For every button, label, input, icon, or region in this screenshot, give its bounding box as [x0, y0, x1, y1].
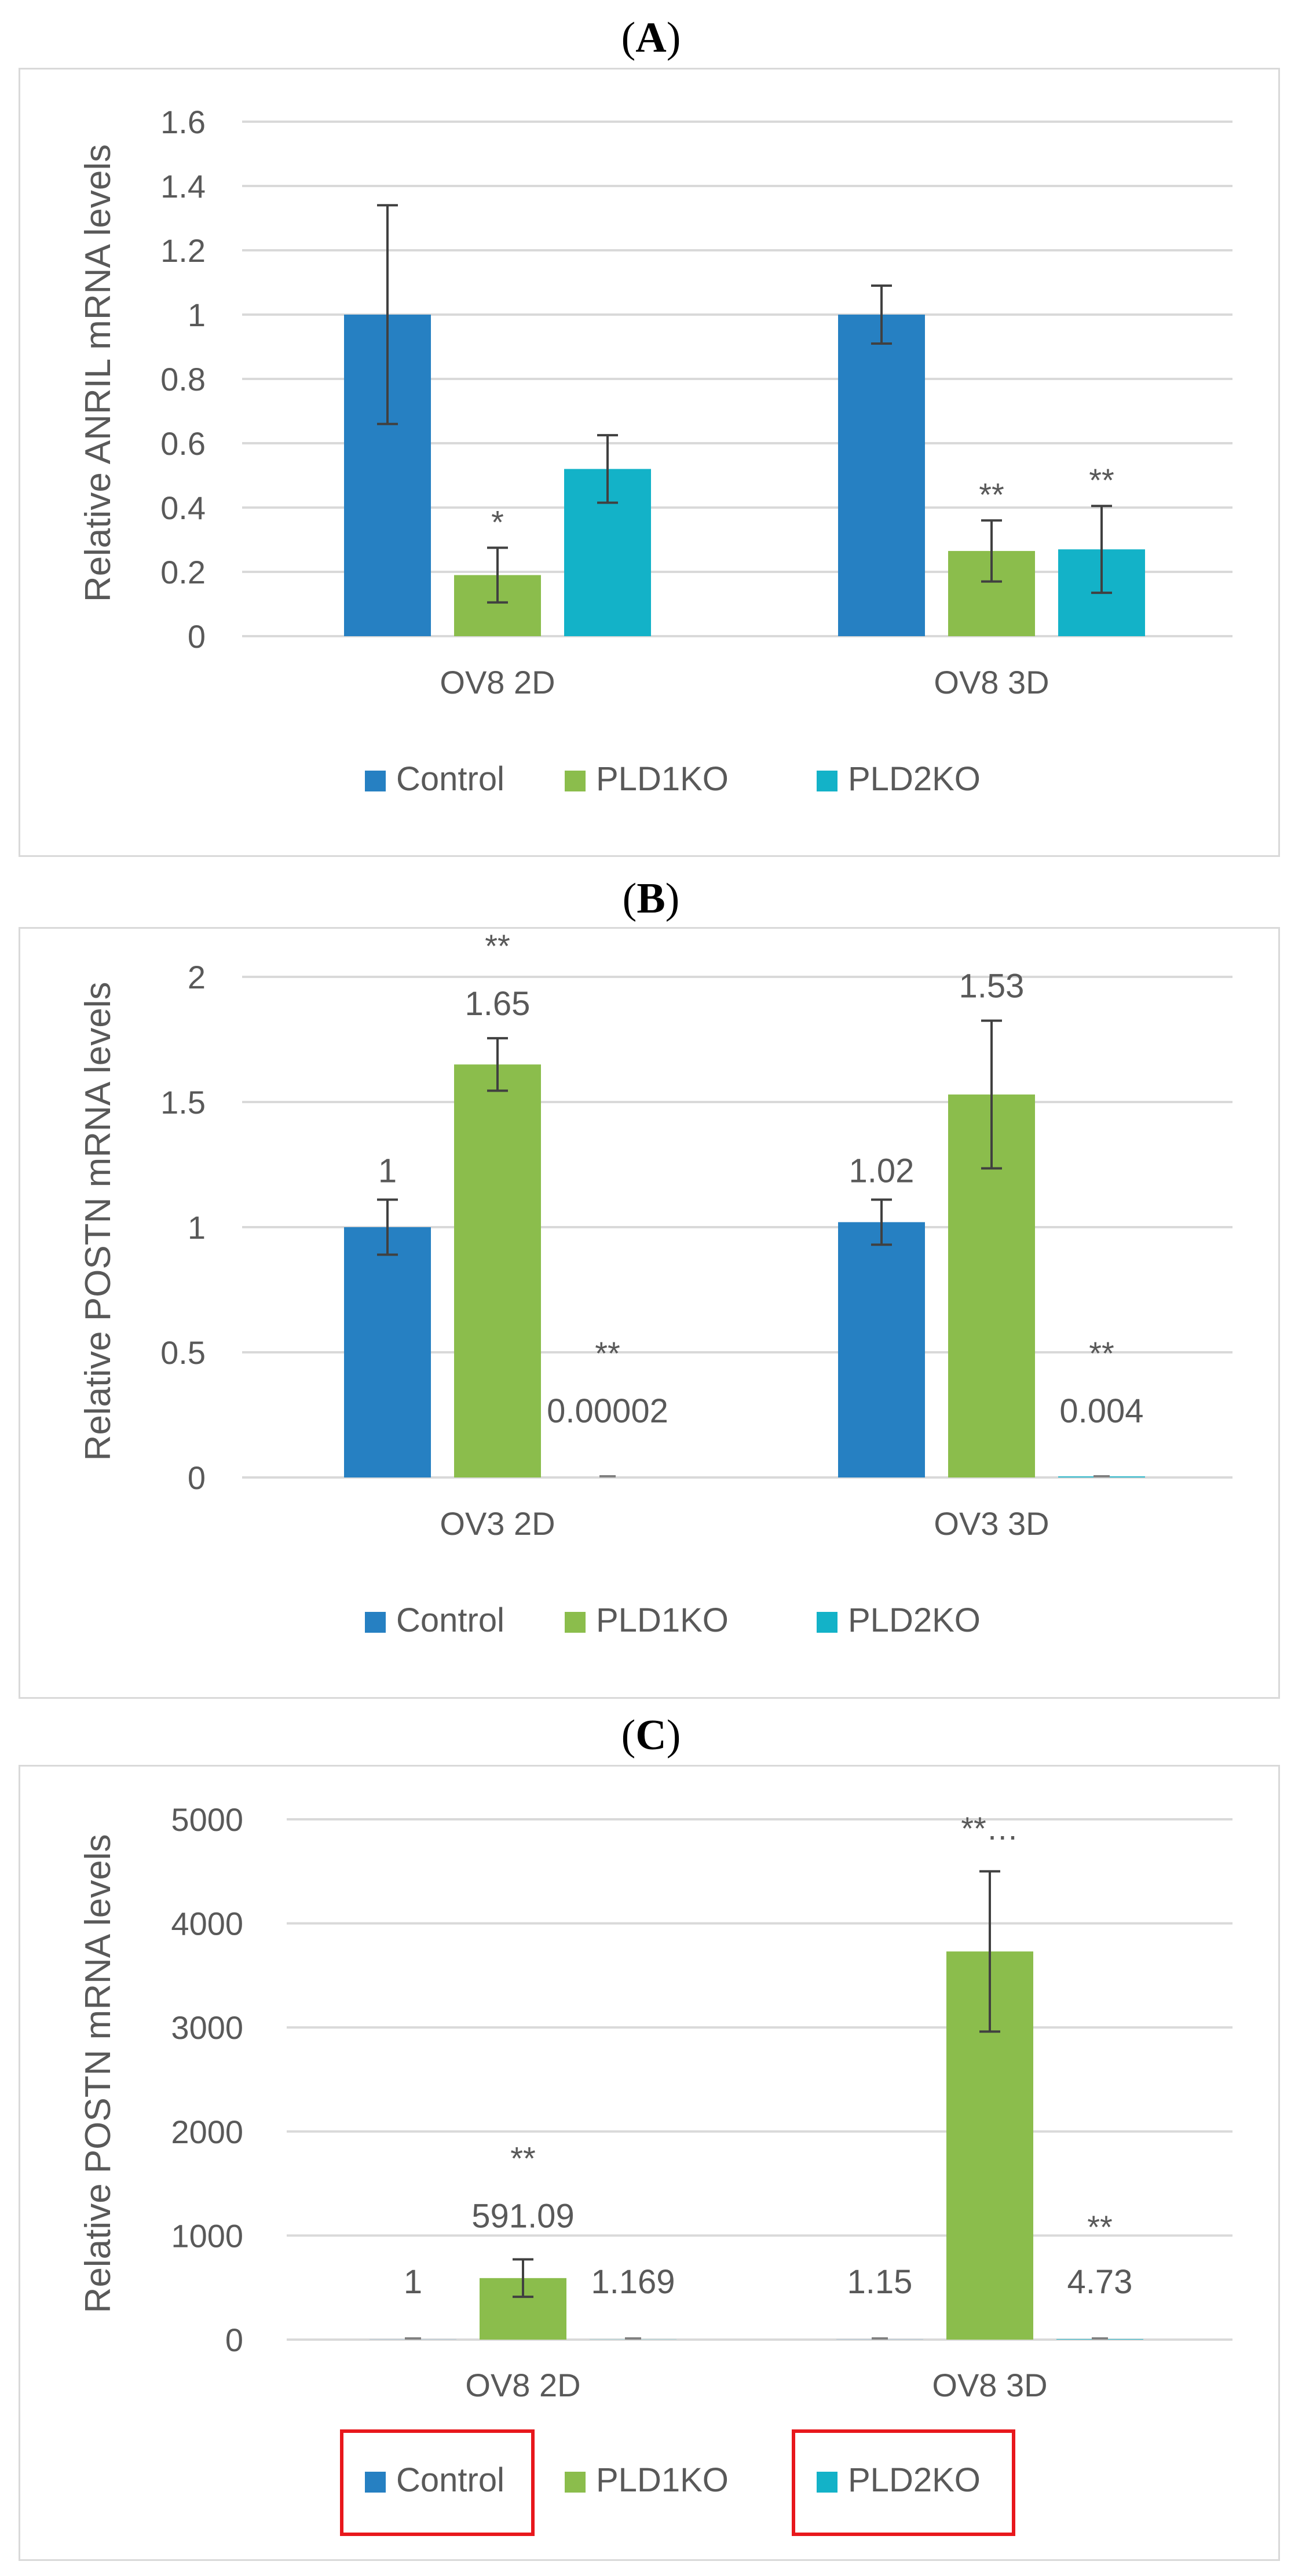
y-axis-label: Relative POSTN mRNA levels	[78, 982, 118, 1461]
x-tick-label: OV3 2D	[440, 1505, 555, 1542]
y-tick-label: 1000	[171, 2217, 243, 2254]
y-tick-label: 0	[188, 1460, 206, 1496]
y-tick-label: 0.6	[160, 425, 206, 462]
significance-marker: **	[1089, 1335, 1114, 1371]
y-tick-label: 0	[225, 2322, 243, 2358]
legend-swatch	[565, 771, 586, 791]
data-label: 1.169	[591, 2263, 675, 2301]
legend-label: Control	[396, 760, 504, 798]
y-tick-label: 4000	[171, 1906, 243, 1942]
legend-label: PLD1KO	[596, 2461, 729, 2499]
legend-label: PLD2KO	[848, 2461, 981, 2499]
legend-swatch	[565, 2472, 586, 2493]
y-tick-label: 0	[188, 618, 206, 655]
bar-b	[344, 1227, 431, 1477]
y-tick-label: 3000	[171, 2009, 243, 2046]
significance-marker: *	[491, 503, 504, 540]
y-tick-label: 0.2	[160, 554, 206, 590]
data-label: 1.15	[847, 2263, 913, 2301]
legend-label: PLD1KO	[596, 760, 729, 798]
significance-marker: **	[485, 928, 510, 964]
legend-swatch	[817, 2472, 837, 2493]
y-tick-label: 1.2	[160, 232, 206, 269]
legend-swatch	[817, 771, 837, 791]
legend-label: PLD2KO	[848, 760, 981, 798]
y-tick-label: 5000	[171, 1801, 243, 1838]
chart-panel-a: 0 0.2 0.4 0.6 0.8 1 1.2 1.4 1.6 Relative ANRIL mR…	[78, 104, 1232, 798]
legend-swatch	[565, 1612, 586, 1633]
significance-marker: **	[510, 2140, 536, 2177]
significance-marker: **	[595, 1335, 620, 1371]
significance-marker: **	[1087, 2209, 1113, 2245]
x-tick-label: OV8 3D	[934, 664, 1049, 700]
panel-b-frame	[19, 927, 1280, 1699]
data-label: 4.73	[1067, 2263, 1133, 2301]
legend-swatch	[365, 2472, 386, 2493]
y-tick-label: 1	[188, 1209, 206, 1246]
legend-label: PLD2KO	[848, 1601, 981, 1639]
legend-highlight-box	[340, 2429, 535, 2536]
significance-marker: **	[1089, 462, 1114, 498]
panel-c-frame	[19, 1765, 1280, 2561]
panel-a-title: (A)	[621, 14, 681, 61]
y-tick-label: 1.5	[160, 1084, 206, 1121]
y-axis-label: Relative POSTN mRNA levels	[78, 1834, 118, 2314]
legend-label: PLD1KO	[596, 1601, 729, 1639]
x-tick-label: OV3 3D	[934, 1505, 1049, 1542]
data-label: 1.53	[959, 968, 1025, 1005]
legend-label: Control	[396, 2461, 504, 2499]
panel-a-frame	[19, 68, 1280, 857]
chart-panel-b: 0 0.5 1 1.5 2 Relative POSTN mRNA levels OV3 2…	[78, 928, 1232, 1639]
data-label: 1.02	[849, 1152, 915, 1190]
y-tick-label: 2000	[171, 2114, 243, 2150]
y-tick-label: 0.5	[160, 1334, 206, 1371]
data-label: 0.00002	[547, 1392, 668, 1430]
legend-swatch	[365, 1612, 386, 1633]
chart-panel-c: 0 1000 2000 3000 4000 5000 Relative POSTN mRNA…	[78, 1801, 1232, 2536]
data-label: 0.004	[1059, 1392, 1143, 1430]
legend-swatch	[817, 1612, 837, 1633]
legend-highlight-box	[792, 2429, 1015, 2536]
bar-b	[454, 1064, 541, 1477]
x-tick-label: OV8 2D	[440, 664, 555, 700]
data-label: 1	[404, 2263, 422, 2301]
y-tick-label: 0.4	[160, 490, 206, 526]
y-tick-label: 0.8	[160, 361, 206, 397]
y-tick-label: 2	[188, 959, 206, 995]
bar-b	[838, 1222, 925, 1477]
panel-b-title: (B)	[622, 875, 680, 922]
legend-swatch	[365, 771, 386, 791]
y-axis-label: Relative ANRIL mRNA levels	[78, 144, 118, 602]
y-tick-label: 1.4	[160, 168, 206, 205]
data-label: 1.65	[465, 985, 531, 1023]
legend-label: Control	[396, 1601, 504, 1639]
significance-marker: **	[979, 476, 1004, 513]
y-tick-label: 1.6	[160, 104, 206, 140]
x-tick-label: OV8 3D	[932, 2367, 1047, 2403]
data-label: 591.09	[471, 2198, 574, 2235]
panel-c-title: (C)	[621, 1712, 681, 1759]
data-label: 1	[378, 1152, 397, 1190]
x-tick-label: OV8 2D	[465, 2367, 580, 2403]
y-tick-label: 1	[188, 297, 206, 333]
bar-a	[838, 315, 925, 636]
significance-marker: **…	[961, 1810, 1019, 1847]
